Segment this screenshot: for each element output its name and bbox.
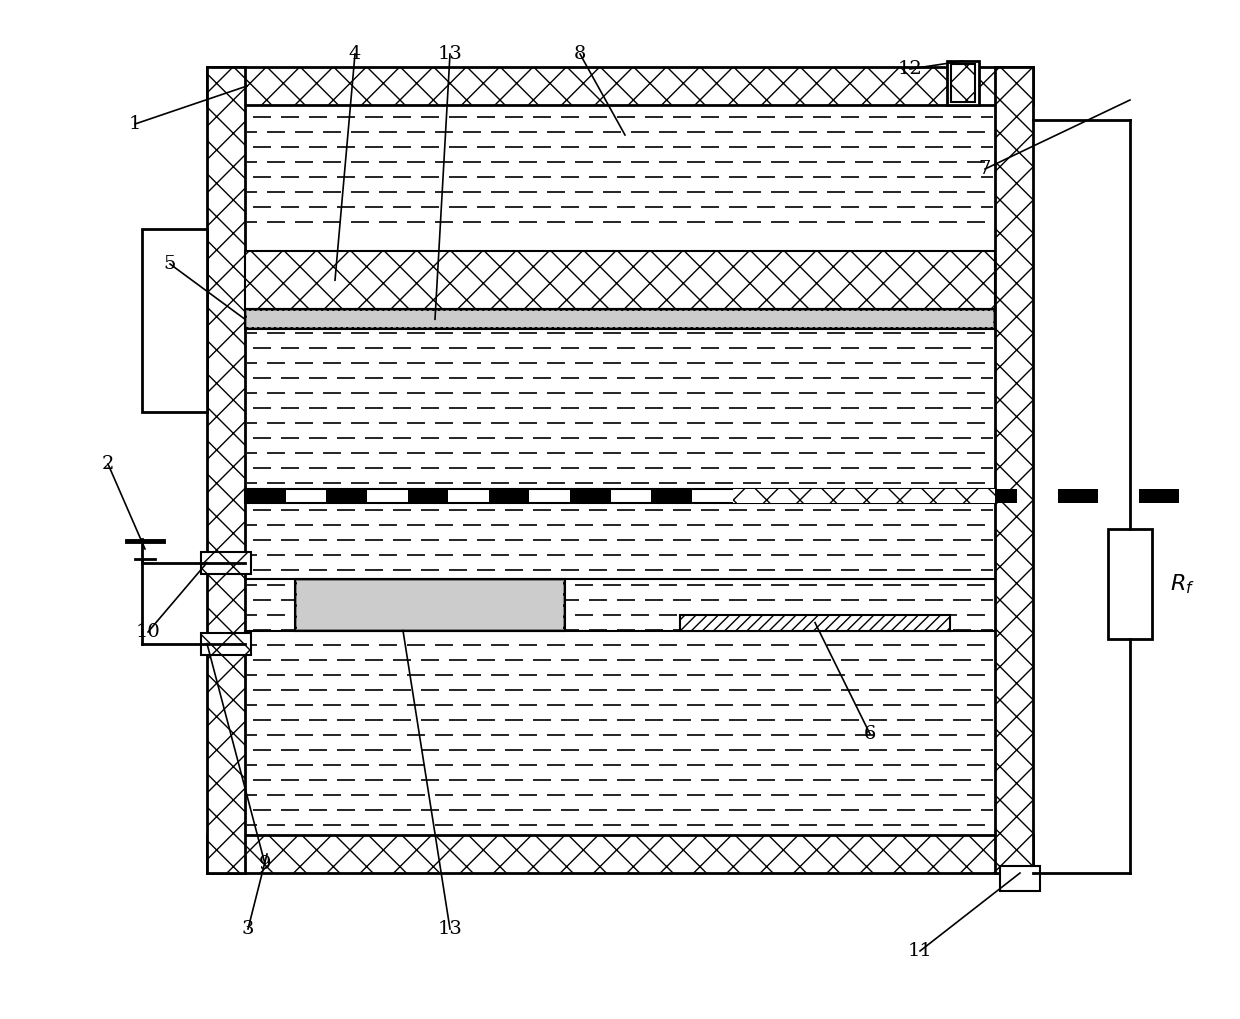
Text: 7: 7 <box>978 160 991 178</box>
Bar <box>247 108 993 229</box>
Bar <box>326 489 367 502</box>
Bar <box>247 504 993 832</box>
Bar <box>207 67 246 873</box>
Text: 3: 3 <box>242 920 254 938</box>
Text: 4: 4 <box>348 45 361 63</box>
Bar <box>246 489 994 502</box>
Bar <box>1138 489 1179 502</box>
Bar <box>1109 529 1152 639</box>
Text: 5: 5 <box>164 255 176 273</box>
Bar <box>1058 489 1099 502</box>
Text: 12: 12 <box>898 60 923 78</box>
Text: 6: 6 <box>864 725 877 743</box>
Bar <box>947 61 980 105</box>
Bar <box>246 105 994 835</box>
Text: 10: 10 <box>135 623 160 641</box>
Bar <box>247 312 993 327</box>
Bar <box>207 835 1033 873</box>
Bar <box>201 633 250 654</box>
Bar <box>813 489 854 502</box>
Bar <box>895 489 936 502</box>
Text: 1: 1 <box>129 115 141 133</box>
Text: 2: 2 <box>102 455 114 473</box>
Bar <box>295 579 565 631</box>
Bar <box>489 489 529 502</box>
Bar <box>246 310 994 329</box>
Bar <box>951 64 975 102</box>
Bar <box>570 489 610 502</box>
Text: 9: 9 <box>259 855 272 873</box>
Text: 13: 13 <box>438 920 463 938</box>
Bar <box>143 229 207 412</box>
Bar <box>651 489 692 502</box>
Bar <box>201 551 250 574</box>
Text: 8: 8 <box>574 45 587 63</box>
Bar <box>680 614 950 631</box>
Bar <box>976 489 1017 502</box>
Bar <box>246 251 994 310</box>
Bar <box>733 489 773 502</box>
Text: 11: 11 <box>908 942 932 960</box>
Bar <box>999 866 1040 891</box>
Bar <box>994 67 1033 873</box>
Bar <box>298 581 563 629</box>
Bar <box>733 489 994 502</box>
Bar <box>246 489 285 502</box>
Bar <box>408 489 448 502</box>
Bar <box>247 330 993 491</box>
Bar <box>207 67 1033 105</box>
Text: $R_f$: $R_f$ <box>1171 573 1195 596</box>
Text: 13: 13 <box>438 45 463 63</box>
